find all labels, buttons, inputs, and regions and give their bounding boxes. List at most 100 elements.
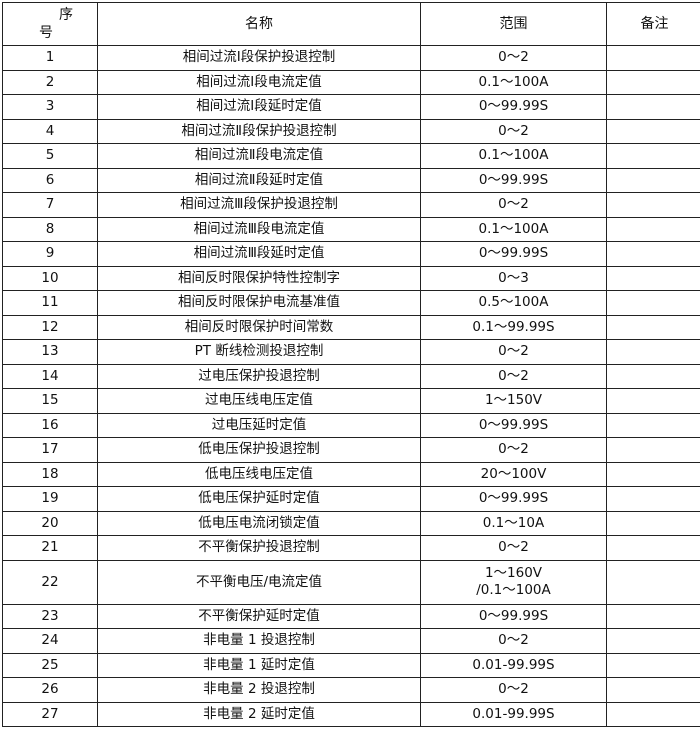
range-line: 0～2 (498, 49, 529, 66)
row-range: 0～99.99S (420, 486, 607, 512)
row-no: 18 (2, 461, 98, 487)
table-row: 13 PT 断线检测投退控制 0～2 (2, 339, 700, 365)
range-line: 0.5～100A (478, 294, 549, 311)
row-no: 17 (2, 437, 98, 463)
row-range: 0.1～100A (420, 69, 607, 95)
row-no: 4 (2, 118, 98, 144)
row-range: 0～2 (420, 363, 607, 389)
row-note (606, 339, 700, 365)
row-range: 0.5～100A (420, 290, 607, 316)
row-no: 13 (2, 339, 98, 365)
row-no: 11 (2, 290, 98, 316)
row-name: 相间过流Ⅲ段保护投退控制 (97, 192, 421, 218)
table-row: 24 非电量 1 投退控制 0～2 (2, 628, 700, 654)
row-note (606, 388, 700, 414)
header-row: 序号 名称 范围 备注 (2, 2, 700, 46)
range-line: 0～3 (498, 269, 529, 286)
range-line: 0.1～99.99S (472, 318, 555, 335)
row-name: 非电量 1 投退控制 (97, 628, 421, 654)
row-note (606, 94, 700, 120)
row-no: 2 (2, 69, 98, 95)
row-no: 19 (2, 486, 98, 512)
header-no-line1: 序 (59, 7, 73, 23)
row-note (606, 677, 700, 703)
range-line: 0～99.99S (478, 416, 549, 433)
table-row: 1 相间过流Ⅰ段保护投退控制 0～2 (2, 45, 700, 71)
row-note (606, 652, 700, 678)
range-line: 0～99.99S (478, 607, 549, 624)
range-line: 0.1～100A (478, 147, 549, 164)
table-row: 4 相间过流Ⅱ段保护投退控制 0～2 (2, 118, 700, 144)
table-row: 6 相间过流Ⅱ段延时定值 0～99.99S (2, 167, 700, 193)
range-line: 0.01-99.99S (472, 705, 555, 722)
table-body: 1 相间过流Ⅰ段保护投退控制 0～2 2 相间过流Ⅰ段电流定值 0.1～100A 3 相间过流… (2, 45, 700, 727)
row-name: 相间过流Ⅲ段延时定值 (97, 241, 421, 267)
row-note (606, 167, 700, 193)
range-line: 0～2 (498, 343, 529, 360)
row-name: 过电压线电压定值 (97, 388, 421, 414)
table-row: 5 相间过流Ⅱ段电流定值 0.1～100A (2, 143, 700, 169)
row-no: 23 (2, 603, 98, 629)
range-line: 0～2 (498, 539, 529, 556)
row-no: 20 (2, 510, 98, 536)
table-row: 19 低电压保护延时定值 0～99.99S (2, 486, 700, 512)
row-name: 低电压电流闭锁定值 (97, 510, 421, 536)
range-line: 20～100V (480, 465, 547, 482)
range-line: 0.1～10A (482, 514, 545, 531)
row-range: 0～99.99S (420, 412, 607, 438)
row-no: 25 (2, 652, 98, 678)
row-range: 0.1～100A (420, 143, 607, 169)
row-note (606, 69, 700, 95)
header-no-line2: 号 (39, 25, 53, 41)
row-range: 0～2 (420, 45, 607, 71)
header-note: 备注 (606, 2, 700, 46)
row-name: 相间过流Ⅱ段保护投退控制 (97, 118, 421, 144)
row-range: 0～3 (420, 265, 607, 291)
table-row: 25 非电量 1 延时定值 0.01-99.99S (2, 652, 700, 678)
row-note (606, 603, 700, 629)
row-note (606, 143, 700, 169)
row-note (606, 363, 700, 389)
table-row: 22 不平衡电压/电流定值 1～160V/0.1～100A (2, 559, 700, 605)
table-row: 10 相间反时限保护特性控制字 0～3 (2, 265, 700, 291)
row-name: 相间过流Ⅰ段保护投退控制 (97, 45, 421, 71)
row-note (606, 535, 700, 561)
row-no: 12 (2, 314, 98, 340)
row-name: 相间过流Ⅱ段延时定值 (97, 167, 421, 193)
row-range: 0～99.99S (420, 241, 607, 267)
row-no: 24 (2, 628, 98, 654)
row-no: 8 (2, 216, 98, 242)
row-note (606, 192, 700, 218)
row-range: 1～160V/0.1～100A (420, 559, 607, 605)
row-name: 相间过流Ⅰ段电流定值 (97, 69, 421, 95)
table-row: 27 非电量 2 延时定值 0.01-99.99S (2, 701, 700, 727)
range-line: 0～99.99S (478, 98, 549, 115)
table-row: 11 相间反时限保护电流基准值 0.5～100A (2, 290, 700, 316)
row-no: 22 (2, 559, 98, 605)
row-no: 1 (2, 45, 98, 71)
row-range: 0～2 (420, 437, 607, 463)
row-range: 0～2 (420, 339, 607, 365)
row-note (606, 265, 700, 291)
row-no: 3 (2, 94, 98, 120)
row-range: 0.1～99.99S (420, 314, 607, 340)
row-note (606, 437, 700, 463)
row-range: 0～99.99S (420, 94, 607, 120)
row-range: 0.01-99.99S (420, 701, 607, 727)
range-line: 0～2 (498, 632, 529, 649)
table-row: 15 过电压线电压定值 1～150V (2, 388, 700, 414)
range-line: 0.1～100A (478, 73, 549, 90)
row-name: 相间过流Ⅲ段电流定值 (97, 216, 421, 242)
range-line: 0～99.99S (478, 490, 549, 507)
row-name: 不平衡保护投退控制 (97, 535, 421, 561)
row-range: 0.01-99.99S (420, 652, 607, 678)
row-range: 0～2 (420, 677, 607, 703)
row-no: 15 (2, 388, 98, 414)
row-note (606, 628, 700, 654)
row-range: 0.1～100A (420, 216, 607, 242)
row-no: 6 (2, 167, 98, 193)
range-line: 0～2 (498, 122, 529, 139)
table-row: 23 不平衡保护延时定值 0～99.99S (2, 603, 700, 629)
row-note (606, 559, 700, 605)
row-no: 14 (2, 363, 98, 389)
